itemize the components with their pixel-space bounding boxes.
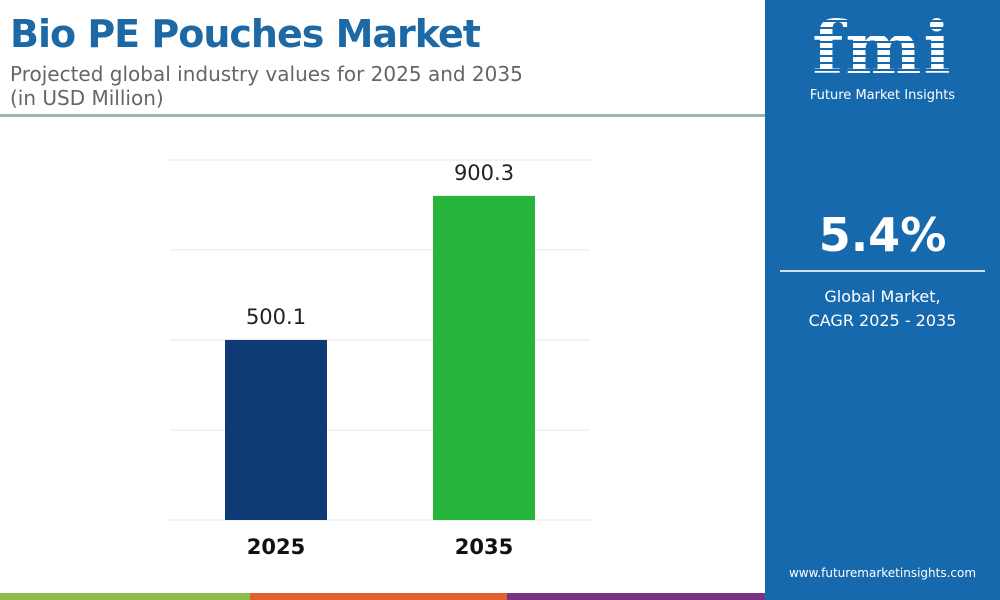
divider (780, 270, 985, 272)
bar-2025 (225, 339, 327, 520)
unit-label: (in USD Million) (10, 86, 164, 110)
color-strip-purple (507, 593, 765, 600)
sidebar: fmi Future Market Insights 5.4% Global M… (765, 0, 1000, 600)
cagr-label-2: CAGR 2025 - 2035 (808, 311, 957, 330)
logo-name: Future Market Insights (809, 88, 956, 103)
fmi-logo: fmi (765, 8, 1000, 88)
bar-2035 (433, 195, 535, 520)
x-tick-label: 2035 (455, 535, 513, 559)
bar-chart: 500.1 2025 900.3 2035 (170, 159, 590, 559)
color-strip-orange (250, 593, 507, 600)
subtitle-text: Projected global industry values for 202… (10, 62, 523, 86)
data-label: 500.1 (246, 305, 306, 329)
page-title: Bio PE Pouches Market (10, 12, 481, 56)
divider (0, 114, 765, 117)
cagr-value: 5.4% (818, 208, 947, 262)
cagr-label: Global Market, CAGR 2025 - 2035 (765, 285, 1000, 333)
subtitle: Projected global industry values for 202… (10, 62, 710, 110)
cagr-label-1: Global Market, (824, 287, 941, 306)
data-label: 900.3 (454, 161, 514, 185)
color-strip-green (0, 593, 250, 600)
website-link[interactable]: www.futuremarketinsights.com (788, 566, 977, 580)
x-tick-label: 2025 (247, 535, 305, 559)
